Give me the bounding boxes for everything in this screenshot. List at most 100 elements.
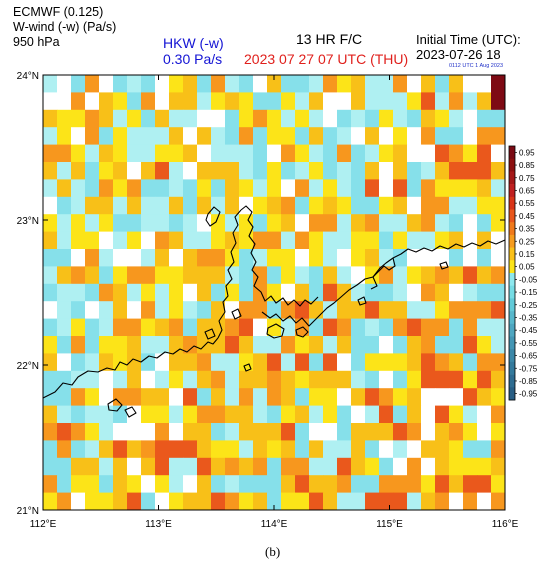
field-cell: [407, 301, 422, 319]
field-cell: [393, 405, 408, 424]
field-cell: [351, 266, 366, 285]
field-cell: [127, 179, 142, 198]
variable-label: W-wind (-w) (Pa/s): [13, 20, 117, 34]
field-cell: [421, 370, 436, 389]
field-cell: [211, 214, 226, 232]
field-cell: [57, 214, 72, 232]
field-cell: [295, 283, 310, 302]
field-cell: [71, 283, 86, 302]
colorbar-label: 0.55: [519, 199, 535, 208]
field-cell: [169, 440, 184, 459]
field-cell: [57, 92, 72, 111]
field-cell: [491, 196, 506, 215]
field-cell: [99, 127, 114, 145]
field-cell: [85, 423, 100, 441]
field-cell: [435, 92, 450, 111]
field-cell: [85, 353, 100, 372]
field-cell: [477, 336, 492, 354]
field-cell: [449, 144, 464, 163]
field-cell: [267, 179, 282, 198]
colorbar-swatch: [509, 311, 515, 325]
field-cell: [295, 249, 310, 267]
field-cell: [141, 336, 156, 354]
field-cell: [113, 266, 128, 285]
colorbar-label: 0.35: [519, 225, 535, 234]
field-cell: [267, 231, 282, 250]
field-cell: [155, 423, 170, 441]
field-cell: [323, 162, 338, 180]
field-cell: [141, 196, 156, 215]
field-cell: [253, 423, 268, 441]
field-cell: [57, 196, 72, 215]
field-cell: [225, 127, 240, 145]
field-cell: [351, 388, 366, 406]
field-cell: [281, 92, 296, 111]
field-cell: [491, 440, 506, 459]
field-cell: [435, 109, 450, 128]
field-cell: [421, 283, 436, 302]
field-cell: [183, 440, 198, 459]
field-cell: [323, 440, 338, 459]
field-cell: [463, 214, 478, 232]
field-cell: [183, 162, 198, 180]
coastline: [42, 205, 506, 418]
field-cell: [337, 214, 352, 232]
field-cell: [491, 283, 506, 302]
field-cell: [253, 162, 268, 180]
field-cell: [197, 162, 212, 180]
field-cell: [183, 179, 198, 198]
field-cell: [365, 109, 380, 128]
field-cell: [113, 231, 128, 250]
field-cell: [71, 127, 86, 145]
field-cell: [197, 127, 212, 145]
field-cell: [351, 405, 366, 424]
figure-caption: (b): [265, 544, 281, 559]
vertical-velocity-field: [43, 75, 506, 511]
field-cell: [99, 475, 114, 493]
field-cell: [57, 179, 72, 198]
field-cell: [379, 388, 394, 406]
field-cell: [169, 492, 184, 511]
field-cell: [323, 75, 338, 93]
field-cell: [239, 214, 254, 232]
field-cell: [393, 127, 408, 145]
field-cell: [253, 336, 268, 354]
field-cell: [281, 109, 296, 128]
field-cell: [169, 353, 184, 372]
field-cell: [127, 301, 142, 319]
field-cell: [407, 144, 422, 163]
field-cell: [281, 492, 296, 511]
field-cell: [281, 301, 296, 319]
coastline-river-mouth: [217, 209, 242, 339]
field-cell: [351, 475, 366, 493]
field-cell: [463, 75, 478, 93]
field-cell: [323, 370, 338, 389]
field-cell: [155, 353, 170, 372]
field-cell: [407, 457, 422, 476]
field-cell: [421, 179, 436, 198]
field-cell: [323, 196, 338, 215]
field-cell: [491, 336, 506, 354]
field-cell: [351, 196, 366, 215]
field-cell: [351, 457, 366, 476]
field-cell: [267, 475, 282, 493]
field-cell: [393, 423, 408, 441]
field-cell: [421, 353, 436, 372]
colorbar-label: -0.25: [519, 301, 538, 310]
field-cell: [491, 231, 506, 250]
field-cell: [155, 475, 170, 493]
field-cell: [267, 127, 282, 145]
field-cell: [71, 405, 86, 424]
field-cell: [127, 283, 142, 302]
colorbar-swatch: [509, 171, 515, 185]
field-cell: [365, 457, 380, 476]
field-cell: [351, 423, 366, 441]
field-cell: [71, 353, 86, 372]
coast-inland-loop: [205, 206, 221, 227]
field-cell: [183, 196, 198, 215]
field-cell: [351, 144, 366, 163]
field-cell: [127, 144, 142, 163]
field-cell: [351, 231, 366, 250]
field-cell: [435, 457, 450, 476]
field-cell: [407, 336, 422, 354]
